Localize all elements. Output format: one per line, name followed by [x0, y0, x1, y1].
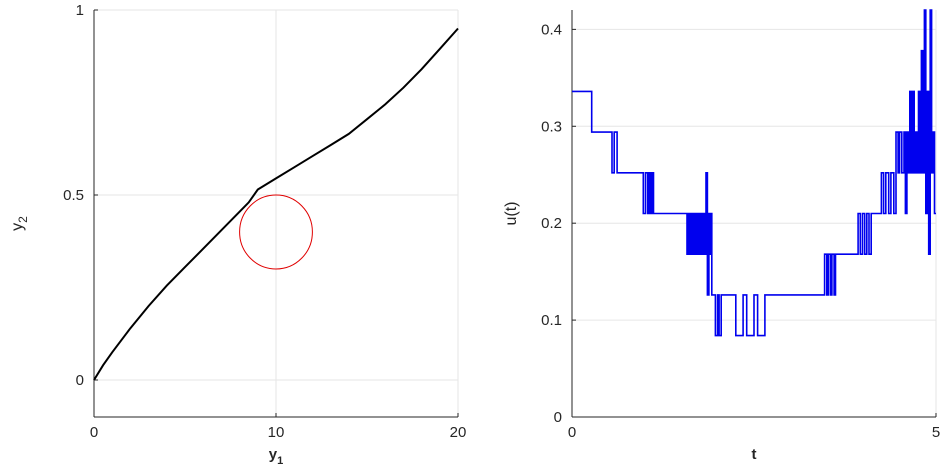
right-ytick-label-1: 0.1 — [541, 312, 562, 329]
left-xlabel-main: y — [269, 446, 278, 463]
right-ytick-label-3: 0.3 — [541, 118, 562, 135]
right-xtick-label-0: 0 — [568, 424, 576, 441]
left-ylabel-main: y — [9, 223, 26, 231]
left-xlabel-sub: 1 — [277, 455, 283, 467]
left-xlabel: y1 — [269, 446, 283, 467]
left-ytick-label-1: 0.5 — [63, 187, 84, 204]
right-xtick-label-1: 5 — [932, 424, 940, 441]
right-xlabel: t — [752, 446, 757, 463]
right-series-line — [572, 9, 936, 337]
left-ytick-label-0: 0 — [76, 372, 84, 389]
left-ylabel-sub: 2 — [16, 216, 30, 223]
left-ylabel: y2 — [9, 216, 30, 231]
left-xtick-label-0: 0 — [90, 424, 98, 441]
left-series-line — [93, 27, 459, 381]
left-circle-obstacle — [239, 194, 313, 270]
right-ylabel: u(t) — [503, 202, 520, 226]
left-ytick-label-2: 1 — [76, 2, 84, 19]
right-axes: 0 5 0 0.1 0.2 0.3 0.4 t u(t) — [503, 9, 940, 463]
right-ytick-label-2: 0.2 — [541, 215, 562, 232]
left-xtick-label-2: 20 — [450, 424, 467, 441]
right-ytick-label-0: 0 — [554, 409, 562, 426]
left-xtick-label-1: 10 — [268, 424, 285, 441]
right-ytick-label-4: 0.4 — [541, 21, 562, 38]
